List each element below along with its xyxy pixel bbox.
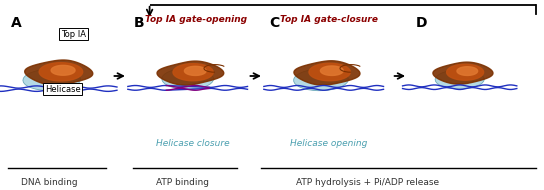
Text: C: C: [269, 16, 280, 30]
Polygon shape: [39, 63, 83, 81]
Text: ATP binding: ATP binding: [156, 178, 209, 187]
Polygon shape: [184, 66, 206, 75]
Text: A: A: [11, 16, 22, 30]
Polygon shape: [320, 66, 343, 75]
Text: Top IA: Top IA: [61, 30, 86, 39]
Polygon shape: [309, 63, 350, 81]
Polygon shape: [433, 62, 493, 84]
Ellipse shape: [294, 69, 348, 91]
Polygon shape: [447, 64, 484, 80]
Ellipse shape: [435, 70, 484, 89]
Polygon shape: [457, 67, 478, 75]
Text: B: B: [133, 16, 144, 30]
Polygon shape: [51, 65, 75, 75]
Text: Helicase closure: Helicase closure: [156, 139, 230, 148]
Text: Top IA gate-opening: Top IA gate-opening: [145, 14, 247, 24]
Text: Helicase: Helicase: [45, 85, 81, 94]
Polygon shape: [157, 61, 224, 85]
Polygon shape: [24, 60, 93, 85]
Ellipse shape: [162, 68, 213, 89]
Ellipse shape: [23, 69, 81, 91]
Polygon shape: [173, 64, 213, 81]
Text: ATP hydrolysis + Pi/ADP release: ATP hydrolysis + Pi/ADP release: [295, 178, 439, 187]
Text: Helicase opening: Helicase opening: [290, 139, 368, 148]
Text: DNA binding: DNA binding: [21, 178, 77, 187]
Text: Top IA gate-closure: Top IA gate-closure: [280, 14, 378, 24]
Text: D: D: [416, 16, 428, 30]
Polygon shape: [294, 61, 360, 85]
